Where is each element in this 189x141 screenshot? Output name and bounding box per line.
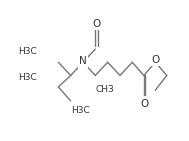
Text: O: O [92, 19, 100, 29]
Text: H3C: H3C [18, 73, 36, 82]
Text: O: O [151, 55, 160, 65]
Text: N: N [79, 56, 87, 66]
Text: H3C: H3C [71, 106, 90, 115]
Text: O: O [140, 99, 149, 109]
Text: H3C: H3C [18, 47, 36, 56]
Text: CH3: CH3 [95, 85, 114, 94]
